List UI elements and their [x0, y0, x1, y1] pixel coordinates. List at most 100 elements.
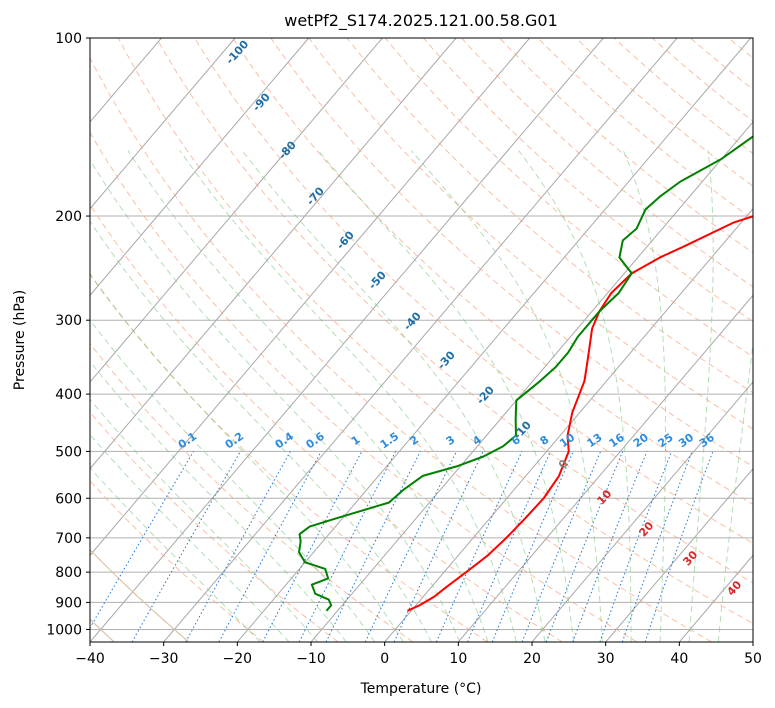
mixing-ratio-label: 25 [656, 431, 676, 450]
chart-title: wetPf2_S174.2025.121.00.58.G01 [284, 11, 558, 31]
dry-adiabat [90, 131, 638, 642]
moist-adiabat [90, 319, 376, 642]
x-tick-label: 50 [744, 651, 762, 667]
mixing-ratio-label: 20 [631, 431, 651, 451]
isotherm-label: -30 [435, 348, 458, 372]
y-tick-label: 500 [55, 444, 82, 460]
dry-adiabat [90, 273, 488, 642]
mixing-ratio-line [599, 451, 673, 642]
dry-adiabat [90, 56, 712, 642]
moist-adiabat [90, 273, 404, 642]
moist-adiabat [410, 150, 603, 642]
moist-adiabat [688, 150, 714, 642]
isotherm-line [236, 38, 752, 642]
dry-adiabat [90, 411, 339, 642]
isotherm-line [90, 38, 604, 642]
x-tick-label: 40 [670, 651, 688, 667]
dry-adiabat [90, 342, 414, 642]
y-tick-label: 200 [55, 209, 82, 225]
sounding-profiles [298, 135, 753, 612]
dry-adiabat [537, 38, 753, 220]
isotherm-line [163, 38, 678, 642]
dry-adiabat [117, 38, 753, 625]
dry-adiabat [613, 38, 753, 155]
y-tick-label: 1000 [46, 622, 82, 638]
y-axis-title: Pressure (hPa) [12, 290, 28, 390]
isotherm-line [310, 121, 753, 642]
mixing-ratio-line [364, 451, 457, 642]
y-tick-label: 800 [55, 565, 82, 581]
mixing-ratio-label: 0.1 [176, 430, 199, 452]
mixing-ratio-label: 13 [585, 431, 605, 450]
moist-adiabat [179, 150, 517, 642]
isotherm-line [457, 294, 753, 642]
mixing-ratio-label: 10 [557, 431, 577, 451]
isotherm-label: 20 [636, 519, 656, 539]
mixing-ratio-line [218, 451, 322, 642]
isotherm-line [90, 38, 457, 470]
mixing-ratio-line [131, 451, 241, 642]
plot-frame [89, 37, 754, 643]
moist-adiabat [622, 150, 667, 642]
isotherm-line [90, 38, 383, 383]
y-tick-label: 100 [55, 31, 82, 47]
mixing-ratio-line [90, 451, 194, 629]
isotherm-label: -20 [474, 383, 497, 407]
mixing-ratio-label: 36 [697, 431, 717, 451]
moist-adiabat [90, 398, 319, 642]
dry-adiabat [346, 38, 753, 394]
moist-adiabat [317, 150, 575, 642]
mixing-ratio-line [393, 451, 484, 642]
isotherm-line [605, 467, 753, 642]
background-isolines [90, 38, 775, 642]
moist-adiabat [717, 340, 753, 642]
moist-adiabat [90, 220, 432, 642]
isotherm-line [90, 38, 236, 210]
mixing-ratio-line [521, 451, 602, 642]
y-tick-label: 700 [55, 531, 82, 547]
dry-adiabat [194, 38, 753, 544]
dry-adiabat [728, 38, 753, 59]
x-tick-label: 20 [523, 651, 541, 667]
moist-adiabat [90, 433, 290, 642]
mixing-ratio-label: 0.6 [303, 429, 327, 451]
dry-adiabat [232, 38, 753, 506]
dry-adiabat [575, 38, 753, 187]
temperature-profile-line [407, 215, 753, 612]
isotherm-line [90, 38, 531, 557]
dry-adiabat [461, 38, 753, 288]
x-tick-label: −40 [75, 651, 105, 667]
dry-adiabat [308, 38, 753, 430]
x-tick-label: 10 [449, 651, 467, 667]
isotherm-line [531, 381, 753, 642]
moist-adiabat [518, 150, 632, 642]
moist-adiabat [90, 360, 347, 642]
isotherm-label: 10 [594, 487, 614, 507]
mixing-ratio-line [491, 451, 574, 642]
grid-lines [90, 38, 753, 642]
dry-adiabat [499, 38, 753, 254]
y-axis: 100 200 300 400 500 600 700 800 900 1000 [46, 31, 90, 638]
mixing-ratio-label: 1 [349, 433, 363, 448]
isotherm-line [752, 641, 753, 642]
mixing-ratio-label: 8 [538, 433, 552, 448]
x-tick-label: −20 [223, 651, 253, 667]
isotherm-label: -40 [401, 309, 424, 333]
isotherm-label: 40 [724, 578, 744, 598]
isotherm-line [90, 38, 310, 297]
dry-adiabat [690, 38, 753, 91]
mixing-ratio-line [467, 451, 551, 642]
mixing-ratio-line [572, 451, 648, 642]
x-axis-title: Temperature (°C) [360, 681, 482, 697]
dry-adiabat [90, 549, 190, 642]
isotherm-label: -90 [250, 90, 273, 114]
reference-adiabat [90, 548, 190, 642]
dewpoint-profile-line [298, 135, 753, 612]
dry-adiabat [767, 38, 775, 642]
dry-adiabat [156, 38, 753, 584]
x-tick-label: −10 [296, 651, 326, 667]
moist-adiabat [90, 159, 461, 642]
mixing-ratio-line [621, 451, 693, 642]
moist-adiabat [90, 466, 261, 642]
